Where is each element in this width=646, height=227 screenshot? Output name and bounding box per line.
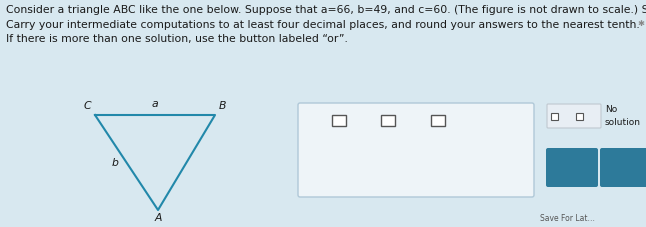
Text: a: a	[152, 99, 158, 109]
Text: A =: A =	[310, 115, 333, 125]
Text: C: C	[83, 101, 91, 111]
Text: Consider a triangle ABC like the one below. Suppose that a=66, b=49, and c=60. (: Consider a triangle ABC like the one bel…	[6, 5, 646, 15]
Text: ↺: ↺	[619, 158, 633, 177]
FancyBboxPatch shape	[332, 114, 346, 126]
FancyBboxPatch shape	[298, 103, 534, 197]
Text: solution: solution	[605, 118, 641, 127]
Text: A: A	[154, 213, 162, 223]
Text: ✱: ✱	[637, 19, 644, 28]
Text: No: No	[605, 105, 617, 114]
FancyBboxPatch shape	[381, 114, 395, 126]
FancyBboxPatch shape	[576, 113, 583, 119]
Text: °, B =: °, B =	[347, 115, 383, 125]
Text: or: or	[562, 111, 570, 121]
Text: b: b	[112, 158, 118, 168]
FancyBboxPatch shape	[431, 114, 445, 126]
FancyBboxPatch shape	[546, 148, 598, 187]
Text: Carry your intermediate computations to at least four decimal places, and round : Carry your intermediate computations to …	[6, 20, 640, 30]
Text: If there is more than one solution, use the button labeled “or”.: If there is more than one solution, use …	[6, 34, 348, 44]
Text: °: °	[446, 115, 452, 125]
FancyBboxPatch shape	[547, 104, 601, 128]
Text: Save For Lat…: Save For Lat…	[540, 214, 595, 223]
Text: ×: ×	[565, 158, 579, 177]
Text: °, C =: °, C =	[396, 115, 432, 125]
FancyBboxPatch shape	[600, 148, 646, 187]
FancyBboxPatch shape	[551, 113, 558, 119]
Text: B: B	[219, 101, 227, 111]
